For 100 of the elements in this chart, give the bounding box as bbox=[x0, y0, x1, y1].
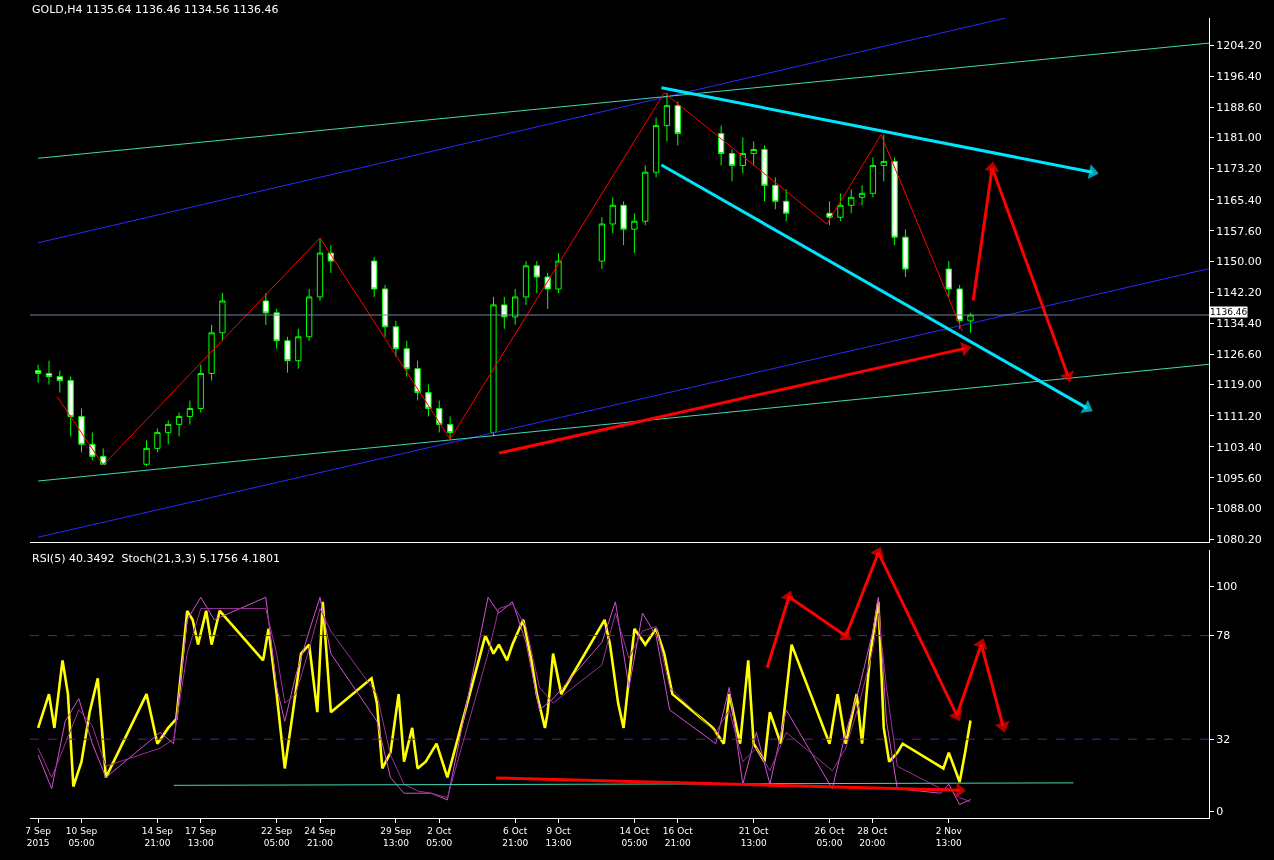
candlestick bbox=[772, 176, 779, 210]
candlestick bbox=[197, 364, 204, 413]
candlestick bbox=[208, 324, 215, 382]
y-tick-label: 1111.20 bbox=[1216, 409, 1262, 423]
candlestick bbox=[446, 415, 454, 440]
x-tick-label: 9 Oct 13:00 bbox=[545, 825, 572, 848]
candlestick bbox=[143, 439, 150, 467]
y-tick-label: 1103.40 bbox=[1216, 440, 1262, 454]
y-tick-label: 0 bbox=[1216, 805, 1224, 819]
point bbox=[1087, 164, 1099, 179]
point bbox=[960, 341, 972, 357]
x-tick-label: 10 Sep 05:00 bbox=[65, 825, 98, 848]
x-tick-label: 7 Sep 2015 bbox=[25, 825, 52, 848]
y-tick-label: 1119.00 bbox=[1216, 378, 1262, 392]
candlestick bbox=[663, 92, 671, 143]
y-tick-label: 1204.20 bbox=[1216, 38, 1262, 52]
candlestick bbox=[436, 400, 443, 433]
candlestick bbox=[609, 196, 616, 234]
point bbox=[994, 721, 1010, 733]
y-tick-label: 1142.20 bbox=[1216, 286, 1262, 299]
candlestick bbox=[945, 260, 952, 298]
y-tick-label: 1173.20 bbox=[1216, 162, 1262, 176]
x-tick-label: 28 Oct 20:00 bbox=[857, 825, 888, 848]
point bbox=[870, 546, 885, 559]
candlestick bbox=[78, 408, 85, 453]
candlestick bbox=[750, 141, 757, 166]
candlestick bbox=[674, 101, 681, 147]
x-tick-label: 24 Sep 21:00 bbox=[304, 825, 336, 848]
candlestick bbox=[652, 117, 660, 178]
point bbox=[984, 161, 1000, 173]
candlestick bbox=[392, 320, 400, 358]
candlestick bbox=[728, 149, 736, 182]
y-tick-label: 1134.40 bbox=[1216, 317, 1262, 331]
y-tick-label: 78 bbox=[1216, 629, 1231, 643]
y-tick-label: 32 bbox=[1216, 733, 1231, 747]
ref-line-label: 1136.46 bbox=[1210, 307, 1248, 317]
x-tick-label: 14 Sep 21:00 bbox=[141, 825, 174, 848]
candlestick bbox=[273, 308, 280, 350]
candlestick bbox=[165, 419, 172, 445]
y-tick-label: 1095.60 bbox=[1216, 471, 1262, 485]
x-tick-label: 21 Oct 13:00 bbox=[738, 825, 770, 848]
x-tick-label: 2 Nov 13:00 bbox=[935, 825, 963, 848]
candlestick bbox=[414, 360, 421, 402]
point bbox=[973, 638, 988, 650]
point bbox=[838, 628, 852, 641]
candlestick bbox=[783, 188, 790, 222]
candlestick bbox=[67, 376, 74, 437]
candlestick bbox=[512, 288, 519, 326]
candlestick bbox=[175, 411, 183, 437]
candlestick bbox=[848, 188, 855, 214]
candlestick bbox=[761, 145, 768, 202]
candlestick bbox=[381, 284, 389, 338]
candlestick bbox=[425, 384, 432, 417]
candlestick bbox=[316, 237, 324, 302]
point bbox=[780, 590, 796, 603]
candlestick bbox=[739, 137, 746, 174]
candlestick bbox=[403, 340, 410, 378]
y-tick-label: 1188.60 bbox=[1216, 101, 1262, 115]
candlestick bbox=[880, 134, 887, 182]
candlestick bbox=[620, 200, 627, 246]
candlestick bbox=[717, 125, 725, 166]
y-tick-label: 1080.20 bbox=[1216, 533, 1262, 547]
line-series bbox=[56, 92, 963, 466]
candlestick bbox=[826, 200, 833, 226]
point bbox=[948, 709, 963, 722]
x-tick-label: 2 Oct 05:00 bbox=[426, 825, 453, 848]
candlestick bbox=[869, 156, 877, 198]
x-tick-label: 17 Sep 13:00 bbox=[185, 825, 217, 848]
candlestick bbox=[837, 192, 844, 222]
x-tick-label: 6 Oct 21:00 bbox=[502, 825, 529, 848]
y-tick-label: 1088.00 bbox=[1216, 501, 1262, 515]
candlestick bbox=[642, 164, 649, 226]
candlestick bbox=[219, 292, 226, 342]
x-tick-label: 29 Sep 13:00 bbox=[380, 825, 412, 848]
candlestick bbox=[522, 260, 530, 306]
x-tick-label: 26 Oct 05:00 bbox=[814, 825, 845, 848]
candlestick bbox=[891, 156, 898, 246]
candlestick bbox=[306, 288, 313, 342]
candlestick bbox=[631, 212, 638, 254]
candlestick bbox=[45, 360, 53, 386]
x-tick-label: 14 Oct 05:00 bbox=[619, 825, 650, 848]
candlestick bbox=[956, 284, 963, 330]
y-tick-label: 1165.40 bbox=[1216, 193, 1262, 207]
candlestick bbox=[295, 328, 302, 370]
candlestick bbox=[154, 427, 161, 453]
y-tick-label: 1181.00 bbox=[1216, 131, 1262, 145]
candlestick bbox=[56, 370, 63, 394]
point bbox=[1080, 399, 1093, 414]
y-tick-label: 1126.60 bbox=[1216, 348, 1262, 362]
candlestick bbox=[902, 228, 909, 278]
candlestick bbox=[555, 252, 562, 294]
candlestick bbox=[262, 292, 269, 326]
chart-title: GOLD,H4 1135.64 1136.46 1134.56 1136.46 bbox=[32, 3, 279, 16]
y-tick-label: 1150.00 bbox=[1216, 254, 1262, 268]
candlestick bbox=[490, 296, 497, 437]
y-tick-label: 1196.40 bbox=[1216, 70, 1262, 84]
candlestick bbox=[598, 216, 606, 270]
chart-title: RSI(5) 40.3492 Stoch(21,3,3) 5.1756 4.1801 bbox=[32, 552, 281, 565]
y-tick-label: 1157.60 bbox=[1216, 224, 1262, 238]
candlestick bbox=[533, 260, 540, 294]
